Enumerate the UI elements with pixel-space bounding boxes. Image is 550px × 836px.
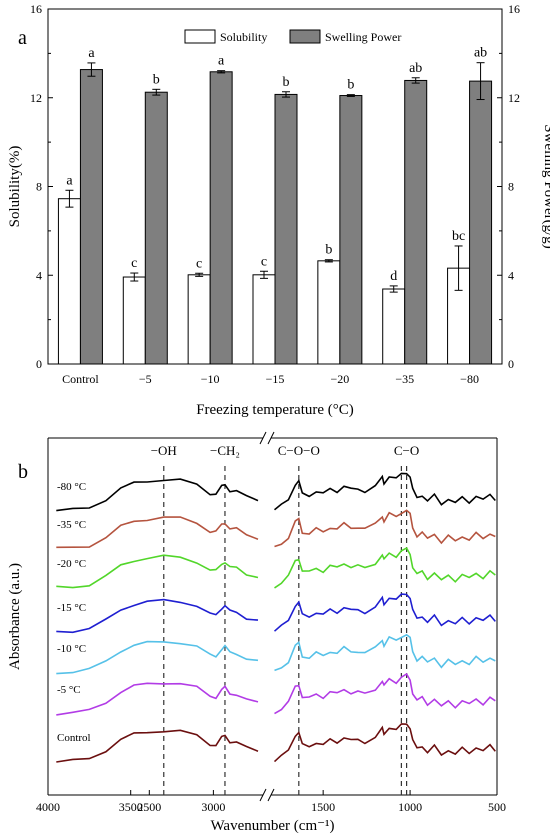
spectrum-label: -20 °C [57, 558, 86, 570]
x-tick-label: 1500 [311, 800, 335, 814]
spectrum-label: Control [57, 732, 91, 744]
x-tick-label: 3000 [201, 800, 225, 814]
x-tick-label: −15 [266, 372, 285, 386]
spectrum-label: -35 °C [57, 519, 86, 531]
y-tick-label: 12 [30, 91, 42, 105]
panel-label: b [18, 461, 28, 483]
y-right-tick-label: 16 [508, 2, 520, 16]
y-right-tick-label: 8 [508, 180, 514, 194]
y-right-tick-label: 12 [508, 91, 520, 105]
x-tick-label: −80 [460, 372, 479, 386]
significance-letter: b [325, 243, 332, 258]
solubility-bar [317, 260, 341, 365]
spectrum-line-right [273, 593, 496, 632]
x-tick-label: −20 [330, 372, 349, 386]
axis-break-mark [267, 788, 275, 802]
spectrum-line-left [56, 598, 259, 634]
peak-label: C−O [394, 443, 419, 458]
spectrum-line-right [274, 509, 496, 548]
significance-letter: d [390, 269, 397, 284]
significance-letter: a [88, 46, 95, 61]
peak-label: −CH₂ [210, 443, 240, 458]
x-tick-label: −5 [139, 372, 152, 386]
legend-label-swelling-power: Swelling Power [325, 30, 401, 44]
peak-label: C−O−O [278, 443, 320, 458]
peak-label: −OH [151, 443, 177, 458]
axis-break-mark [267, 431, 275, 445]
spectrum-line-right [274, 547, 496, 589]
significance-letter: c [196, 256, 202, 271]
swelling-power-bar [404, 79, 428, 365]
y-tick-label: 4 [36, 268, 42, 282]
solubility-bar [57, 198, 81, 365]
x-tick-label: 500 [488, 800, 506, 814]
significance-letter: c [261, 254, 267, 269]
y-axis-right-title: Swelling Power(g/g) [541, 124, 550, 249]
y-tick-label: 8 [36, 180, 42, 194]
swelling-power-bar [79, 69, 103, 365]
y-tick-label: 0 [36, 357, 42, 371]
spectrum-line-left [56, 554, 259, 589]
swelling-power-bar [274, 93, 298, 365]
legend-swatch-solubility [184, 29, 216, 44]
y-right-tick-label: 0 [508, 357, 514, 371]
spectrum-line-left [56, 729, 259, 763]
spectrum-line-left [56, 516, 259, 549]
significance-letter: bc [452, 229, 465, 244]
spectrum-line-right [274, 633, 496, 672]
y-axis-title: Solubility(%) [7, 146, 23, 228]
panel-a-bar-chart: 0 0 4 4 8 8 12 12 16 16 Control a a −5 c b −10 c a −15 c b −20… [7, 2, 550, 418]
significance-letter: b [153, 72, 160, 87]
x-axis-title: Freezing temperature (°C) [196, 402, 354, 418]
legend-swatch-swelling-power [289, 29, 321, 44]
significance-letter: b [283, 75, 290, 90]
panel-b-ftir-spectra: 4000 3500 3000 2500 1500 1000 500 −OH −CH₂ C−O−O C… [7, 431, 506, 834]
spectrum-label: -5 °C [57, 684, 81, 696]
x-tick-label: 3500 [119, 800, 143, 814]
swelling-power-bar [339, 95, 363, 365]
solubility-bar [187, 274, 211, 365]
x-tick-label: −35 [395, 372, 414, 386]
significance-letter: c [131, 256, 137, 271]
significance-letter: ab [409, 61, 422, 76]
significance-letter: a [218, 54, 225, 69]
x-tick-label: 1000 [398, 800, 422, 814]
spectrum-label: -15 °C [57, 602, 86, 614]
spectrum-line-right [273, 723, 496, 763]
swelling-power-bar [144, 91, 168, 365]
x-tick-label: 4000 [36, 800, 60, 814]
x-tick-label: 2500 [137, 800, 161, 814]
y-axis-title: Absorbance (a.u.) [7, 563, 23, 670]
spectrum-line-right [274, 672, 496, 715]
axis-break-mark [259, 788, 267, 802]
legend-label-solubility: Solubility [220, 30, 267, 44]
solubility-bar [122, 276, 146, 365]
significance-letter: ab [474, 46, 487, 61]
swelling-power-bar [209, 71, 233, 365]
x-axis-title: Wavenumber (cm⁻¹) [210, 818, 334, 834]
panel-label: a [18, 27, 27, 49]
solubility-bar [382, 288, 406, 365]
significance-letter: a [66, 173, 73, 188]
spectrum-line-right [273, 472, 496, 511]
swelling-power-bar [469, 80, 493, 365]
x-tick-label: Control [62, 372, 99, 386]
spectrum-label: -80 °C [57, 481, 86, 493]
x-tick-label: −10 [201, 372, 220, 386]
y-tick-label: 16 [30, 2, 42, 16]
y-right-tick-label: 4 [508, 268, 514, 282]
spectrum-label: -10 °C [57, 643, 86, 655]
spectrum-line-left [56, 478, 259, 512]
significance-letter: b [347, 78, 354, 93]
solubility-bar [252, 274, 276, 365]
spectrum-line-left [56, 640, 259, 675]
axis-break-mark [259, 431, 267, 445]
spectrum-line-left [56, 682, 259, 716]
